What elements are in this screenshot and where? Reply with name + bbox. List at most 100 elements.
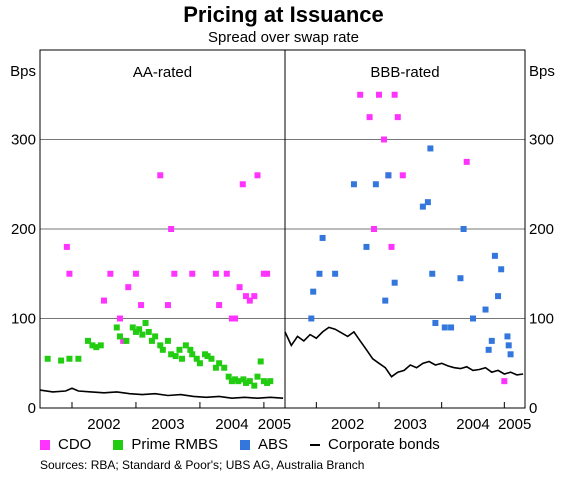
y-axis-unit-right: Bps bbox=[529, 63, 555, 80]
y-tick-left-100: 100 bbox=[11, 311, 36, 328]
point-abs-2-22 bbox=[485, 346, 492, 353]
point-abs-2-26 bbox=[498, 266, 505, 273]
point-cdo-2-7 bbox=[391, 91, 398, 98]
point-prime-rmbs-1-14 bbox=[139, 331, 146, 338]
legend-label-cdo: CDO bbox=[58, 436, 92, 453]
point-prime-rmbs-1-43 bbox=[246, 378, 253, 385]
point-prime-rmbs-1-38 bbox=[228, 378, 235, 385]
point-cdo-1-20 bbox=[239, 181, 246, 188]
point-abs-2-24 bbox=[491, 252, 498, 259]
plot-frame bbox=[39, 49, 526, 409]
point-prime-rmbs-1-22 bbox=[168, 351, 175, 358]
point-prime-rmbs-1-46 bbox=[257, 358, 264, 365]
series-line-corporate-bonds-1 bbox=[39, 387, 284, 400]
point-prime-rmbs-1-27 bbox=[187, 346, 194, 353]
point-cdo-1-9 bbox=[157, 172, 164, 179]
point-prime-rmbs-1-35 bbox=[216, 360, 223, 367]
point-abs-2-29 bbox=[507, 351, 514, 358]
x-tick-label-2002: 2002 bbox=[87, 416, 120, 433]
point-abs-2-23 bbox=[488, 337, 495, 344]
point-prime-rmbs-1-5 bbox=[89, 342, 96, 349]
point-prime-rmbs-1-39 bbox=[232, 376, 239, 383]
point-cdo-1-2 bbox=[100, 297, 107, 304]
y-tick-left-300: 300 bbox=[11, 132, 36, 149]
point-prime-rmbs-1-40 bbox=[235, 378, 242, 385]
point-abs-2-21 bbox=[482, 306, 489, 313]
point-cdo-2-0 bbox=[357, 91, 364, 98]
point-prime-rmbs-1-12 bbox=[132, 328, 139, 335]
point-prime-rmbs-1-30 bbox=[196, 360, 203, 367]
point-abs-2-0 bbox=[308, 315, 315, 322]
panel-title-aa-rated: AA-rated bbox=[133, 64, 192, 81]
point-abs-2-12 bbox=[424, 199, 431, 206]
point-abs-2-13 bbox=[427, 145, 434, 152]
point-abs-2-18 bbox=[457, 275, 464, 282]
point-prime-rmbs-1-2 bbox=[66, 355, 73, 362]
point-prime-rmbs-1-44 bbox=[251, 382, 258, 389]
point-cdo-1-19 bbox=[236, 284, 243, 291]
point-cdo-1-0 bbox=[63, 243, 70, 250]
point-prime-rmbs-1-17 bbox=[148, 337, 155, 344]
point-prime-rmbs-1-7 bbox=[97, 342, 104, 349]
abs-swatch bbox=[240, 439, 251, 450]
point-abs-2-8 bbox=[382, 297, 389, 304]
point-prime-rmbs-1-26 bbox=[182, 342, 189, 349]
point-cdo-2-11 bbox=[501, 378, 508, 385]
point-prime-rmbs-1-8 bbox=[113, 324, 120, 331]
legend-label-corporate-bonds: Corporate bonds bbox=[328, 436, 440, 453]
point-cdo-1-17 bbox=[228, 315, 235, 322]
prime-rmbs-swatch bbox=[113, 439, 124, 450]
x-tick-label-2005: 2005 bbox=[258, 416, 291, 433]
point-prime-rmbs-1-24 bbox=[176, 346, 183, 353]
point-abs-2-20 bbox=[469, 315, 476, 322]
y-tick-right-0: 0 bbox=[529, 400, 537, 417]
corporate-bonds-swatch bbox=[310, 443, 321, 446]
point-prime-rmbs-1-45 bbox=[254, 373, 261, 380]
legend-label-abs: ABS bbox=[258, 436, 289, 453]
y-tick-right-300: 300 bbox=[529, 132, 554, 149]
point-prime-rmbs-1-4 bbox=[84, 337, 91, 344]
point-cdo-1-1 bbox=[66, 270, 73, 277]
point-cdo-1-23 bbox=[251, 293, 258, 300]
point-prime-rmbs-1-25 bbox=[179, 355, 186, 362]
point-cdo-2-6 bbox=[388, 243, 395, 250]
chart-subtitle: Spread over swap rate bbox=[208, 29, 359, 46]
point-cdo-1-3 bbox=[107, 270, 114, 277]
point-prime-rmbs-1-48 bbox=[264, 379, 271, 386]
point-prime-rmbs-1-13 bbox=[136, 326, 143, 333]
point-cdo-1-6 bbox=[125, 284, 132, 291]
legend: CDO Prime RMBS ABS Corporate bonds bbox=[40, 436, 462, 453]
point-prime-rmbs-1-1 bbox=[58, 357, 65, 364]
point-prime-rmbs-1-29 bbox=[193, 355, 200, 362]
point-cdo-2-10 bbox=[463, 158, 470, 165]
point-prime-rmbs-1-11 bbox=[129, 324, 136, 331]
point-prime-rmbs-1-18 bbox=[152, 333, 159, 340]
x-tick-label-2003: 2003 bbox=[394, 416, 427, 433]
point-abs-2-28 bbox=[505, 342, 512, 349]
point-prime-rmbs-1-47 bbox=[260, 378, 267, 385]
point-prime-rmbs-1-36 bbox=[221, 364, 228, 371]
point-prime-rmbs-1-3 bbox=[75, 355, 82, 362]
source-note: Sources: RBA; Standard & Poor's; UBS AG,… bbox=[40, 458, 365, 472]
point-prime-rmbs-1-23 bbox=[172, 353, 179, 360]
point-cdo-1-15 bbox=[216, 302, 223, 309]
point-prime-rmbs-1-20 bbox=[159, 346, 166, 353]
point-abs-2-15 bbox=[432, 319, 439, 326]
point-prime-rmbs-1-21 bbox=[164, 337, 171, 344]
point-prime-rmbs-1-10 bbox=[123, 337, 130, 344]
legend-label-prime-rmbs: Prime RMBS bbox=[131, 436, 219, 453]
point-prime-rmbs-1-34 bbox=[212, 364, 219, 371]
point-prime-rmbs-1-15 bbox=[142, 319, 149, 326]
point-cdo-1-14 bbox=[212, 270, 219, 277]
point-cdo-1-12 bbox=[171, 270, 178, 277]
legend-item-prime-rmbs: Prime RMBS bbox=[113, 436, 218, 453]
point-cdo-2-1 bbox=[366, 114, 373, 121]
point-cdo-1-10 bbox=[164, 302, 171, 309]
point-abs-2-4 bbox=[332, 270, 339, 277]
point-prime-rmbs-1-32 bbox=[204, 353, 211, 360]
point-abs-2-19 bbox=[460, 226, 467, 232]
point-abs-2-1 bbox=[310, 288, 317, 295]
x-tick-label-2003: 2003 bbox=[151, 416, 184, 433]
y-tick-right-200: 200 bbox=[529, 221, 554, 238]
point-prime-rmbs-1-6 bbox=[93, 344, 100, 351]
